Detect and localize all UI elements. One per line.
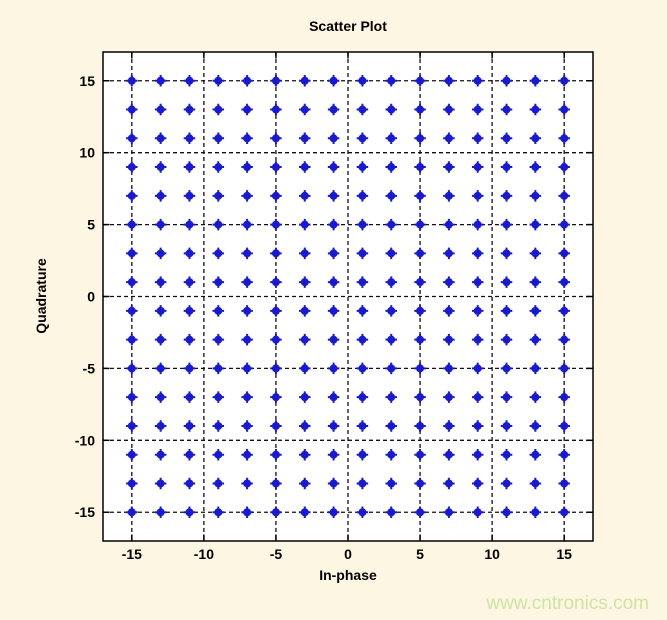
- svg-text:-10: -10: [75, 432, 95, 448]
- x-tick-labels: -15 -10 -5 0 5 10 15: [122, 546, 572, 562]
- svg-text:15: 15: [79, 73, 95, 89]
- svg-text:-15: -15: [122, 546, 142, 562]
- svg-text:0: 0: [87, 289, 95, 305]
- svg-text:10: 10: [484, 546, 500, 562]
- svg-text:0: 0: [344, 546, 352, 562]
- svg-text:-10: -10: [194, 546, 214, 562]
- svg-text:10: 10: [79, 145, 95, 161]
- tick-marks: [103, 52, 593, 541]
- svg-text:15: 15: [556, 546, 572, 562]
- x-axis-label: In-phase: [319, 567, 377, 583]
- svg-text:-5: -5: [270, 546, 283, 562]
- svg-text:5: 5: [416, 546, 424, 562]
- y-tick-labels: -15 -10 -5 0 5 10 15: [75, 73, 95, 520]
- svg-text:-5: -5: [83, 360, 96, 376]
- svg-text:-15: -15: [75, 504, 95, 520]
- data-points: [126, 75, 570, 518]
- svg-text:5: 5: [87, 217, 95, 233]
- chart-title: Scatter Plot: [309, 18, 387, 34]
- y-axis-label: Quadrature: [33, 258, 49, 334]
- watermark-text: www.cntronics.com: [486, 593, 649, 614]
